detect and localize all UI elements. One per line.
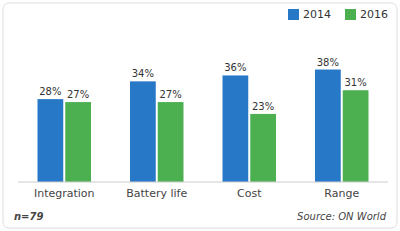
data-label: 23%: [252, 101, 274, 112]
bar: [250, 114, 276, 182]
legend-item: 2016: [345, 8, 388, 21]
data-label: 34%: [132, 68, 154, 79]
data-label: 27%: [160, 89, 182, 100]
note: Source: ON World: [297, 211, 387, 222]
chart: 28% 34% 36% 38% 27% 27% 23% 31% Integration Batte…: [0, 0, 400, 231]
bar: [158, 102, 184, 182]
bar: [38, 99, 64, 182]
bar: [130, 81, 156, 182]
data-labels: 28% 34% 36% 38% 27% 27% 23% 31%: [39, 57, 366, 112]
bars: [38, 70, 369, 182]
x-tick-label: Battery life: [126, 187, 187, 200]
legend-item: 2014: [288, 8, 331, 21]
chart-container: 28% 34% 36% 38% 27% 27% 23% 31% Integration Batte…: [0, 0, 400, 231]
x-axis: [18, 182, 388, 183]
x-tick-label: Cost: [237, 187, 262, 200]
data-label: 36%: [224, 62, 246, 73]
data-label: 31%: [345, 77, 367, 88]
x-tick-labels: Integration Battery life Cost Range: [34, 187, 359, 200]
data-label: 38%: [317, 57, 339, 68]
legend-swatch: [288, 9, 299, 20]
bar: [65, 102, 91, 182]
legend-label: 2016: [360, 8, 388, 21]
legend-swatch: [345, 9, 356, 20]
bar: [315, 70, 341, 182]
legend-label: 2014: [303, 8, 331, 21]
legend: 2014 2016: [288, 8, 388, 21]
x-tick-label: Range: [324, 187, 359, 200]
bar: [343, 90, 369, 182]
annotations: n=79 Source: ON World: [14, 211, 387, 222]
bar: [223, 75, 249, 182]
x-tick-label: Integration: [34, 187, 95, 200]
note: n=79: [14, 211, 43, 222]
data-label: 28%: [39, 86, 61, 97]
frame: [3, 3, 397, 228]
data-label: 27%: [67, 89, 89, 100]
